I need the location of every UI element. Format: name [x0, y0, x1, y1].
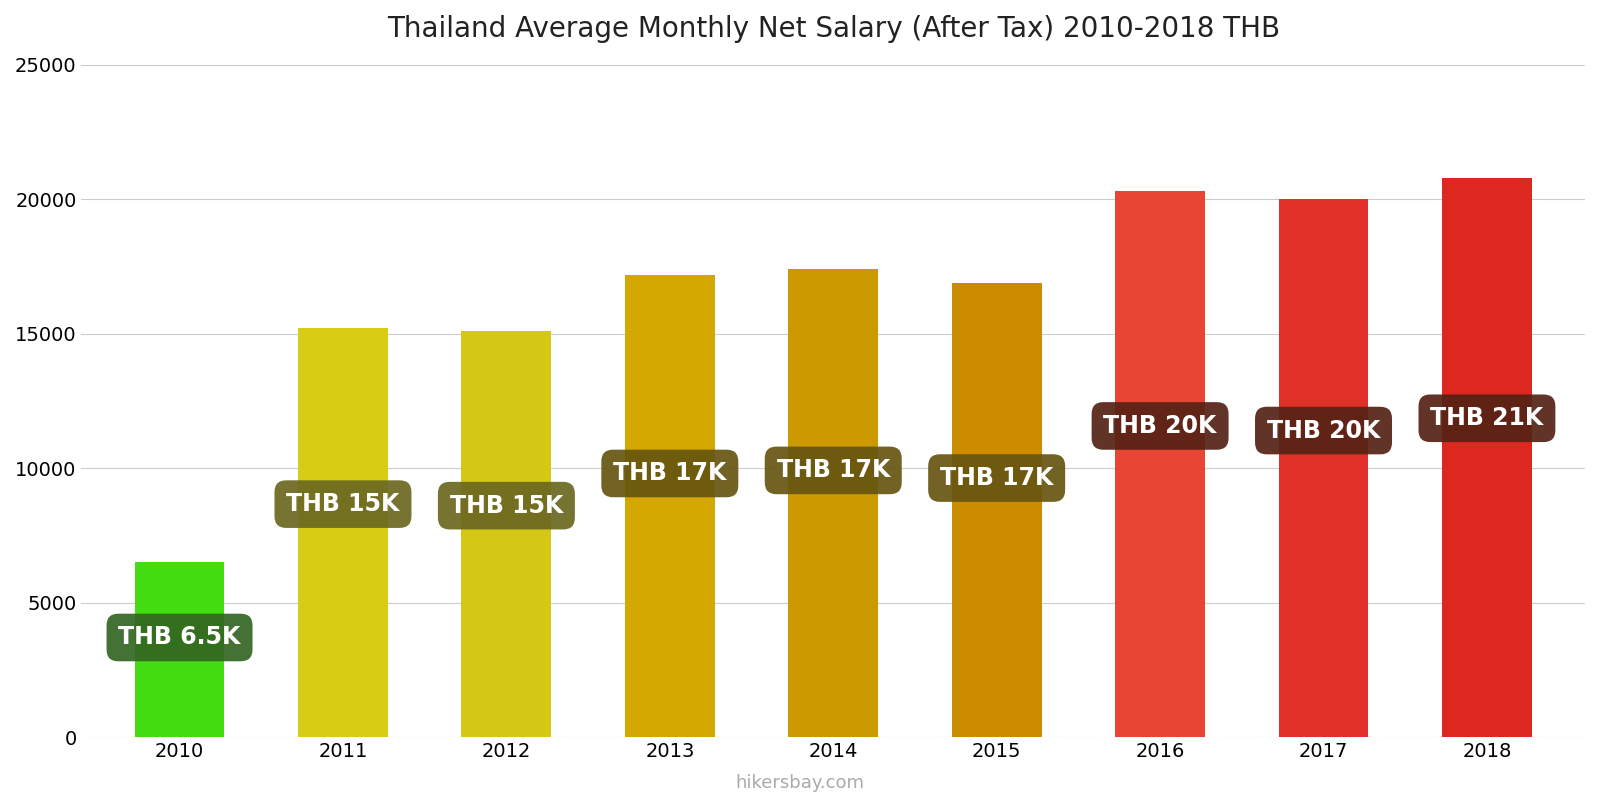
Text: THB 6.5K: THB 6.5K [118, 626, 240, 650]
Text: THB 17K: THB 17K [776, 458, 890, 482]
Text: THB 15K: THB 15K [286, 492, 400, 516]
Text: THB 17K: THB 17K [939, 466, 1053, 490]
Bar [789, 269, 878, 737]
Bar [1115, 191, 1205, 737]
Bar [1442, 178, 1531, 737]
Text: THB 17K: THB 17K [613, 462, 726, 486]
Text: THB 20K: THB 20K [1267, 418, 1381, 442]
Bar [461, 331, 552, 737]
Text: hikersbay.com: hikersbay.com [736, 774, 864, 792]
Bar [1278, 199, 1368, 737]
Text: THB 20K: THB 20K [1104, 414, 1216, 438]
Title: Thailand Average Monthly Net Salary (After Tax) 2010-2018 THB: Thailand Average Monthly Net Salary (Aft… [387, 15, 1280, 43]
Bar [952, 282, 1042, 737]
Text: THB 15K: THB 15K [450, 494, 563, 518]
Bar [134, 562, 224, 737]
Text: THB 21K: THB 21K [1430, 406, 1544, 430]
Bar [626, 274, 715, 737]
Bar [298, 328, 387, 737]
